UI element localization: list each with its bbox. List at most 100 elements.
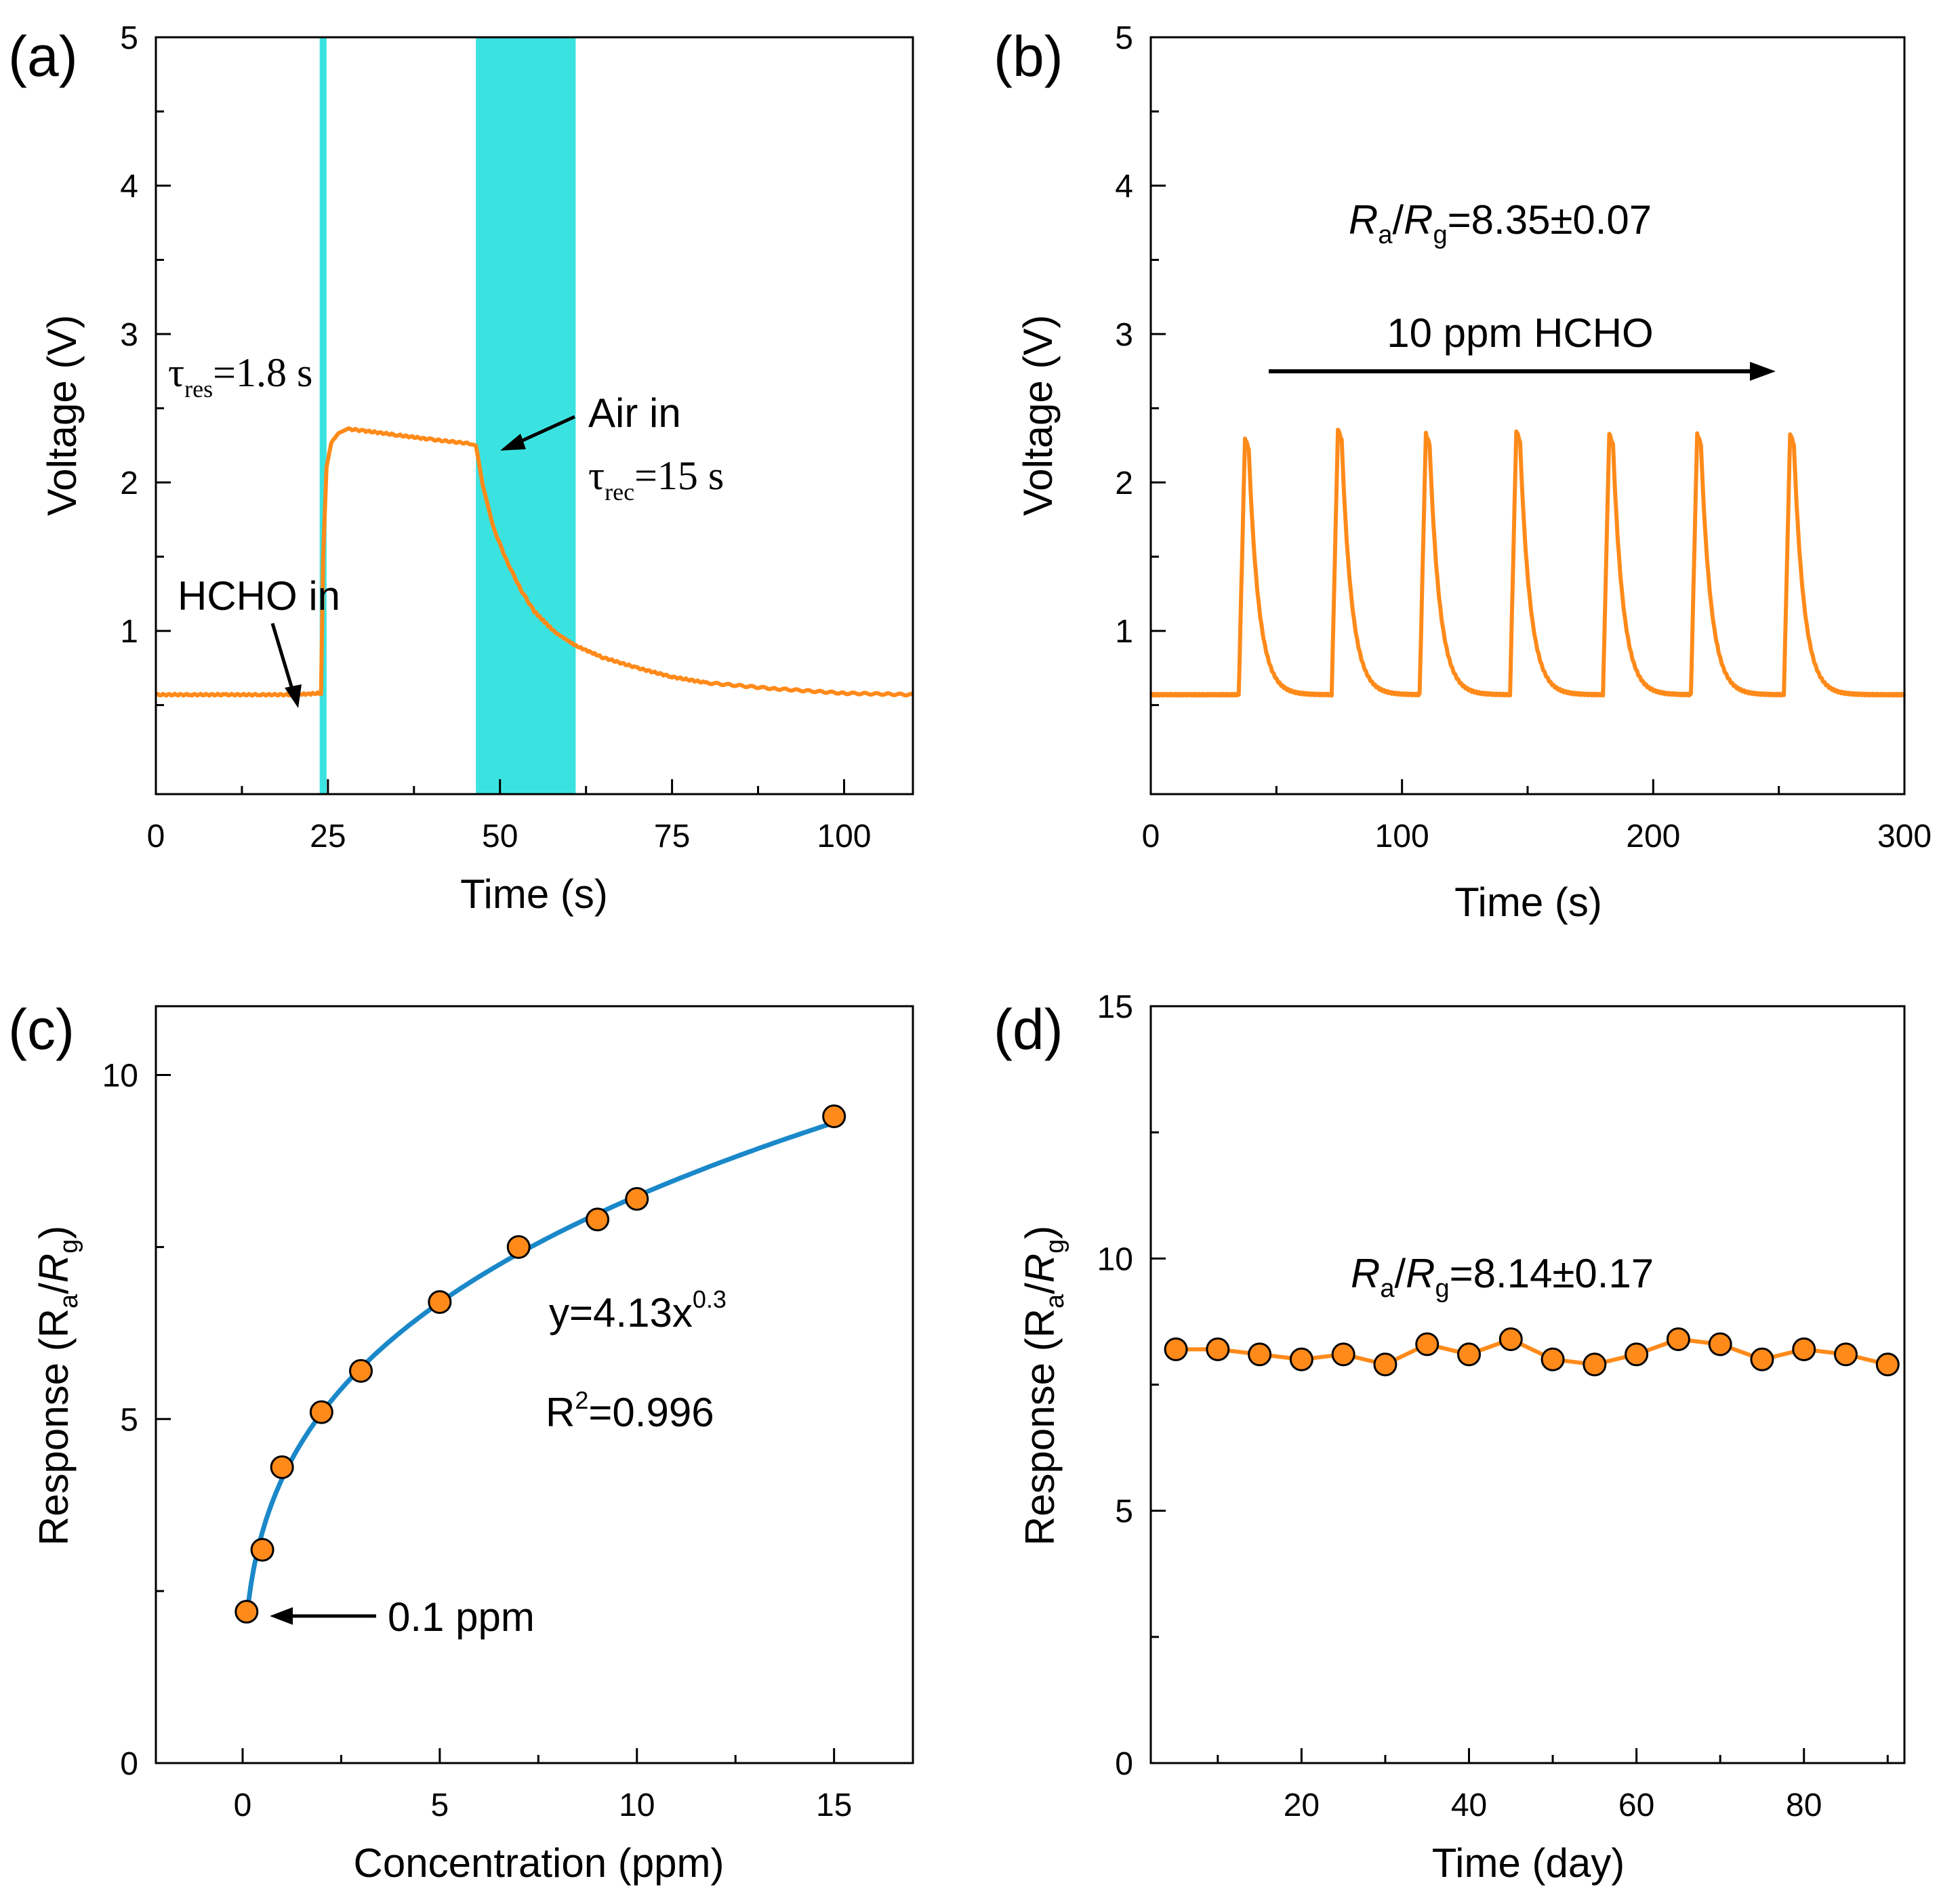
panel-a-hcho-arrow (270, 623, 302, 708)
tau-res-symbol: τ (168, 350, 184, 395)
y-tick-label: 1 (1115, 614, 1133, 650)
panel-d-line (1176, 1337, 1889, 1367)
panel-d-xlabel: Time (day) (1432, 1840, 1625, 1886)
panel-a-bands (319, 37, 576, 794)
x-tick-label: 0 (1142, 819, 1160, 854)
x-tick-label: 15 (816, 1787, 852, 1823)
y-tick-label: 1 (120, 614, 138, 650)
panel-b-ylabel: Voltage (V) (1015, 315, 1061, 516)
x-tick-label: 5 (431, 1787, 449, 1823)
y-tick-label: 3 (120, 317, 138, 353)
ratio-ra: R (1349, 197, 1378, 243)
ylabel-close: ) (1017, 1226, 1063, 1239)
panel-a: 0 25 50 75 100 1 2 3 4 5 (a) Time (s) Voltage (V)… (8, 20, 914, 917)
ylabel-sub-a: a (1041, 1294, 1069, 1308)
panel-b-ticks (1149, 36, 1906, 794)
data-point (1708, 1332, 1732, 1357)
ylabel-rg: R (31, 1254, 77, 1283)
ylabel-rg: R (1017, 1254, 1063, 1283)
panel-c-r2: R2=0.996 (546, 1386, 714, 1435)
data-point (1498, 1327, 1523, 1351)
ylabel-sub-g: g (55, 1239, 83, 1254)
panel-c-ylabel: Response (Ra/Rg) (31, 1226, 83, 1546)
panel-c-equation: y=4.13x0.3 (549, 1285, 727, 1336)
panel-c-xlabel: Concentration (ppm) (354, 1840, 724, 1886)
panel-a-voltage-line (155, 426, 914, 698)
panel-c-label: (c) (8, 997, 75, 1061)
panel-c-fit-curve (244, 1120, 835, 1621)
data-point (1792, 1337, 1816, 1361)
y-tick-label: 2 (120, 465, 138, 501)
data-point (1875, 1352, 1900, 1377)
r2-base: R (546, 1390, 575, 1435)
ratio-value: =8.14±0.17 (1450, 1251, 1654, 1296)
ylabel-main: Response (R (31, 1308, 77, 1546)
x-tick-label: 200 (1626, 819, 1680, 854)
equation-base: y=4.13x (549, 1290, 693, 1336)
data-point (506, 1235, 531, 1259)
equation-exp: 0.3 (693, 1285, 727, 1313)
panel-c-points (234, 1104, 846, 1624)
panel-b-voltage-line (1149, 428, 1906, 698)
y-tick-label: 10 (1097, 1241, 1133, 1277)
x-tick-label: 20 (1284, 1787, 1320, 1823)
data-point (1415, 1332, 1440, 1357)
r2-value: =0.996 (588, 1390, 714, 1435)
panel-c-min-label: 0.1 ppm (388, 1594, 535, 1640)
y-tick-label: 0 (1115, 1746, 1133, 1782)
y-tick-label: 4 (1115, 169, 1133, 205)
panel-d-ratio: Ra/Rg=8.14±0.17 (1351, 1251, 1654, 1303)
ratio-ra-sub: a (1378, 221, 1393, 249)
x-tick-label: 40 (1451, 1787, 1487, 1823)
x-tick-label: 0 (147, 819, 165, 854)
panel-a-air-in: Air in (588, 390, 681, 436)
x-tick-label: 100 (1375, 819, 1429, 854)
panel-a-tau-rec: τrec=15 s (588, 453, 724, 505)
x-tick-label: 300 (1877, 819, 1932, 854)
y-tick-label: 2 (1115, 465, 1133, 501)
panel-c-frame (155, 1005, 914, 1764)
ratio-rg-sub: g (1433, 221, 1448, 249)
tau-rec-sub: rec (605, 478, 634, 505)
panel-a-tick-labels: 0 25 50 75 100 1 2 3 4 5 (120, 20, 871, 854)
data-point (1583, 1352, 1607, 1377)
y-tick-label: 0 (120, 1746, 138, 1782)
data-point (1625, 1342, 1649, 1367)
data-point (1289, 1347, 1313, 1371)
data-point (1457, 1342, 1482, 1367)
panel-a-frame (155, 36, 914, 795)
ylabel-sub-g: g (1041, 1239, 1069, 1254)
y-tick-label: 10 (102, 1058, 138, 1094)
data-point (349, 1359, 373, 1383)
data-point (1248, 1342, 1272, 1367)
data-point (1750, 1347, 1774, 1371)
panel-d-ticks (1151, 1005, 1889, 1764)
panel-b-arrow-label: 10 ppm HCHO (1387, 310, 1653, 356)
x-tick-label: 75 (654, 819, 690, 854)
panel-b: 0 100 200 300 1 2 3 4 5 (b) Time (s) Voltage (V)… (994, 20, 1932, 925)
ylabel-slash: / (1017, 1283, 1063, 1294)
x-tick-label: 60 (1618, 1787, 1654, 1823)
ratio-rg-sub: g (1435, 1275, 1450, 1303)
panel-a-xlabel: Time (s) (460, 871, 608, 917)
ylabel-main: Response (R (1017, 1308, 1063, 1546)
ratio-ra: R (1351, 1251, 1380, 1296)
y-tick-label: 5 (120, 20, 138, 56)
panel-c-tick-labels: 0 5 10 15 0 5 10 (102, 1058, 853, 1823)
panel-a-tau-res: τres=1.8 s (168, 350, 312, 402)
panel-c: 0 5 10 15 0 5 10 (c) Concentration (ppm) Respo… (8, 997, 914, 1886)
ratio-value: =8.35±0.07 (1448, 197, 1652, 243)
y-tick-label: 5 (120, 1402, 138, 1438)
data-point (1834, 1342, 1858, 1367)
y-tick-label: 4 (120, 169, 138, 205)
data-point (270, 1455, 294, 1479)
data-point (586, 1207, 610, 1232)
ylabel-sub-a: a (55, 1294, 83, 1308)
panel-d-ylabel: Response (Ra/Rg) (1017, 1226, 1069, 1546)
panel-b-xlabel: Time (s) (1454, 879, 1602, 925)
ylabel-close: ) (31, 1226, 77, 1239)
panel-a-label: (a) (8, 24, 78, 88)
panel-b-tick-labels: 0 100 200 300 1 2 3 4 5 (1115, 20, 1932, 854)
data-point (822, 1104, 846, 1128)
data-point (1206, 1337, 1230, 1361)
